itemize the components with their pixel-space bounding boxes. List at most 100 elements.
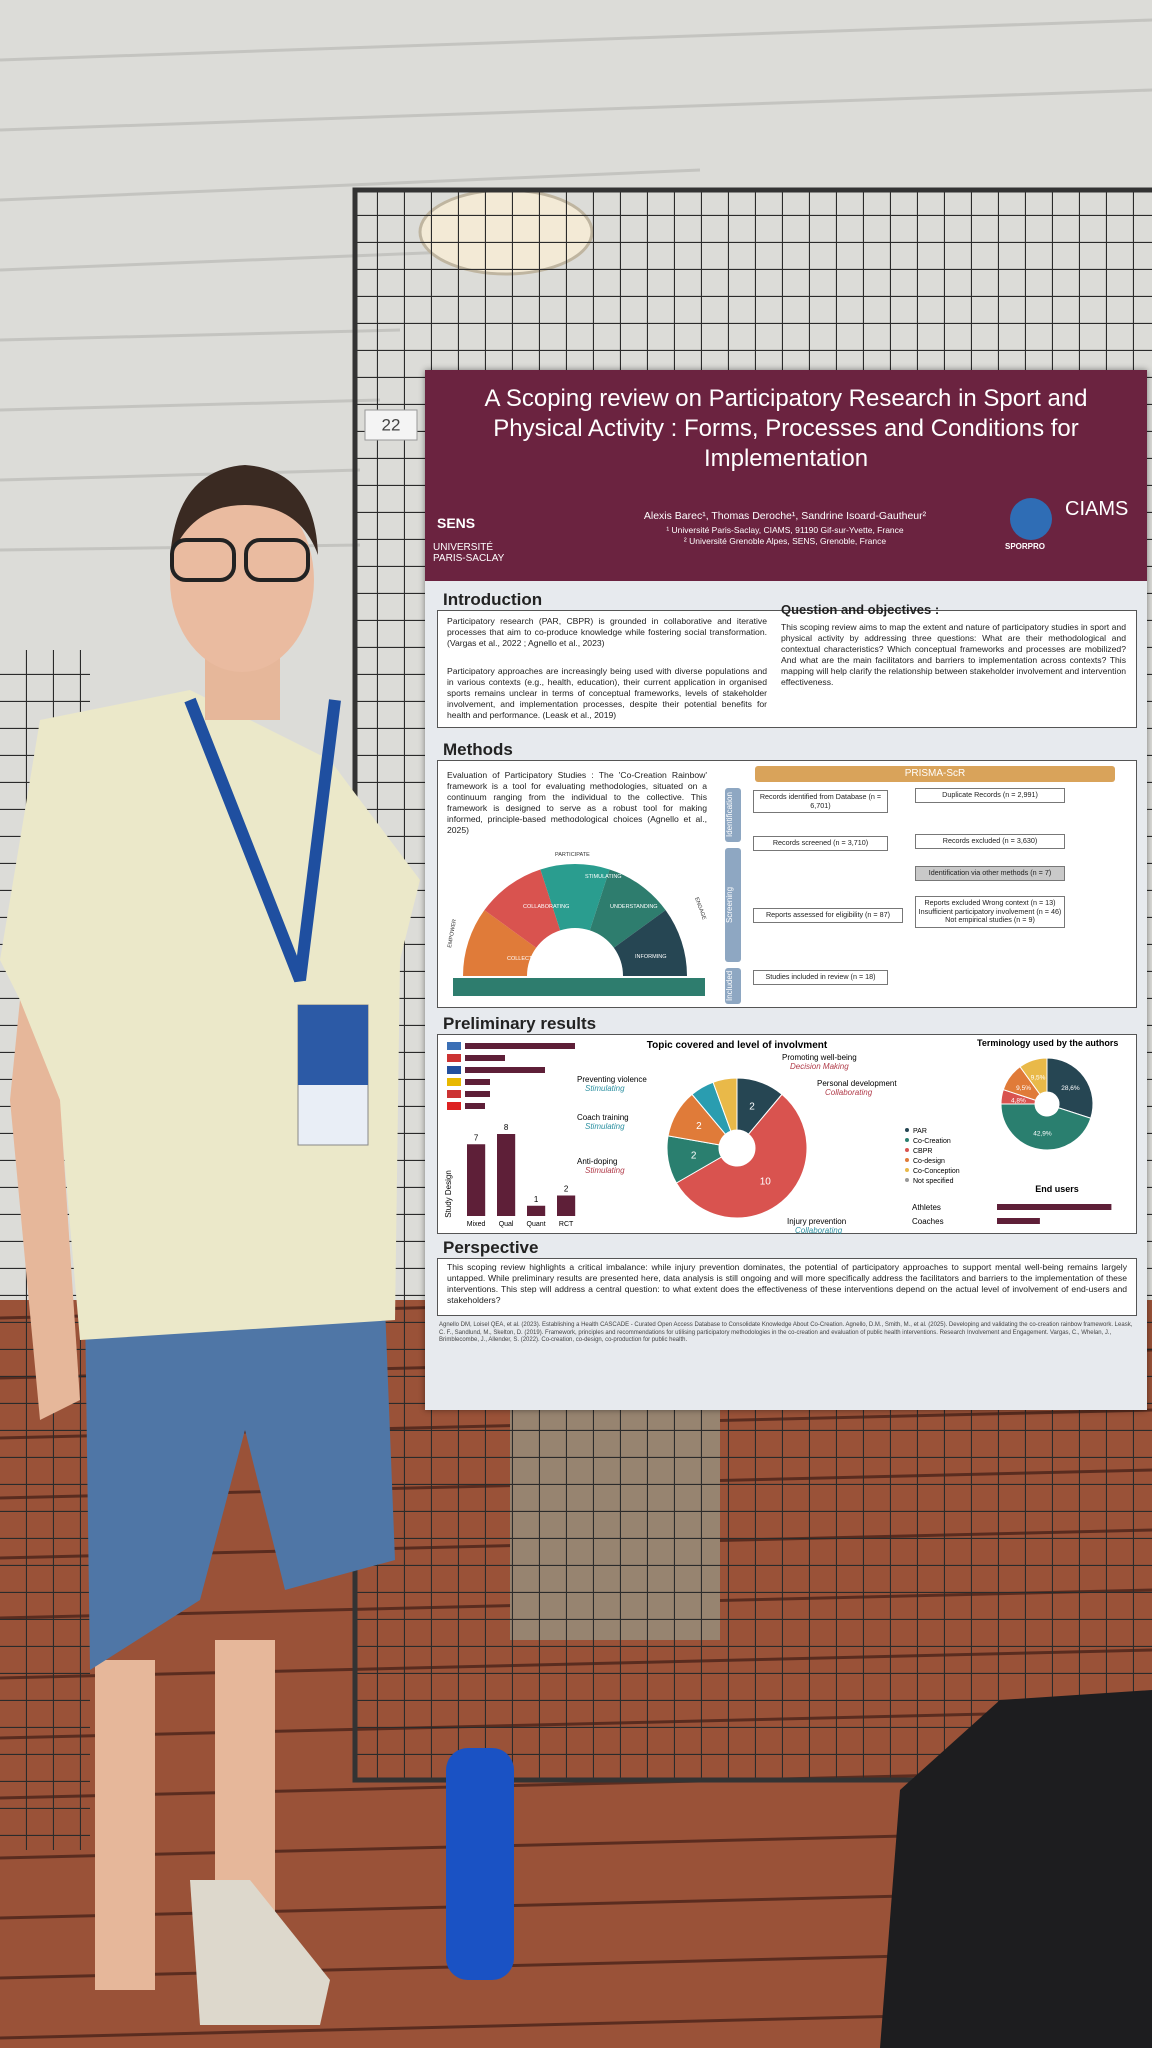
value-label: 2 — [696, 1121, 702, 1132]
topic-label: Coach training — [577, 1113, 629, 1122]
pie-slice — [1019, 1057, 1048, 1095]
logo: SPORPRO — [1005, 542, 1046, 551]
rainbow-label: ENGAGE — [693, 897, 707, 921]
leg — [95, 1660, 155, 1990]
perspective-box — [437, 1258, 1137, 1316]
lanyard — [184, 697, 341, 983]
pie-slice — [712, 1077, 738, 1132]
results-charts: Study Design 7 Mixed 8 Qual 1 Quant 2 RCT Topic c… — [444, 1038, 1118, 1234]
logo: SENS — [437, 515, 476, 531]
value-label: 9,5% — [1031, 1074, 1046, 1081]
legend-dot — [905, 1158, 909, 1162]
section-heading: Preliminary results — [443, 1014, 597, 1033]
rainbow-wedge — [613, 910, 687, 976]
legend-dot — [905, 1178, 909, 1182]
prisma-stage: Identification — [725, 788, 741, 842]
shorts — [85, 1306, 395, 1670]
x-tick-label: Mixed — [467, 1221, 486, 1228]
value-label: 7 — [474, 1133, 479, 1142]
chart-title: End users — [1035, 1184, 1079, 1194]
prisma-box: Identification via other methods (n = 7) — [915, 866, 1065, 881]
rainbow-base — [453, 978, 705, 996]
legend-label: Co-Conception — [913, 1168, 960, 1175]
intro-box — [437, 610, 1137, 728]
board-number: 22 — [382, 415, 401, 434]
affiliation: ² Université Grenoble Alpes, SENS, Greno… — [683, 536, 887, 546]
section-heading: Methods — [443, 740, 513, 759]
legend-label: PAR — [913, 1128, 927, 1135]
prisma-box: Records screened (n = 3,710) — [753, 836, 888, 851]
level-label: Stimulating — [585, 1122, 625, 1131]
co-creation-rainbow: EMPOWER COLLECTIVE DECISION-MAKING COLLABO… — [447, 852, 707, 996]
value-label: 2 — [564, 1185, 569, 1194]
legend-dot — [905, 1148, 909, 1152]
rainbow-label: EMPOWER — [447, 919, 458, 949]
paragraph: Participatory approaches are increasingl… — [447, 666, 767, 720]
x-tick-label: RCT — [559, 1221, 574, 1228]
category-label: Athletes — [912, 1203, 941, 1212]
topic-label: Promoting well-being — [782, 1053, 857, 1062]
value-label: 1 — [534, 1195, 539, 1204]
legend-dot — [905, 1138, 909, 1142]
rainbow-wedge — [540, 864, 610, 931]
x-tick-label: Quant — [527, 1221, 546, 1228]
rainbow-wedge — [463, 910, 537, 976]
bar — [997, 1218, 1040, 1224]
section-heading: Introduction — [443, 590, 543, 609]
value-label: 10 — [760, 1177, 772, 1188]
value-label: 2 — [691, 1151, 697, 1162]
logo: UNIVERSITÉ PARIS-SACLAY — [433, 542, 505, 564]
backpack — [880, 1690, 1152, 2048]
rainbow-label: COLLECTIVE DECISION-MAKING — [507, 956, 593, 962]
pie-slice — [1046, 1057, 1094, 1119]
topic-label: Personal development — [817, 1079, 897, 1088]
legend-label: Co-Creation — [913, 1138, 951, 1145]
rainbow-wedge — [589, 869, 666, 948]
rainbow-label: INFORMING — [635, 954, 666, 960]
prisma-box: Studies included in review (n = 18) — [753, 970, 888, 985]
section-heading: Question and objectives : — [781, 602, 940, 617]
rainbow-label: STIMULATING — [585, 874, 622, 880]
legend-label: CBPR — [913, 1148, 932, 1155]
shoe — [190, 1880, 330, 2025]
prisma-box: Records identified from Database (n = 6,… — [753, 790, 888, 813]
head — [170, 488, 314, 672]
rainbow-label: PARTICIPATE — [555, 852, 590, 858]
value-label: 8 — [504, 1123, 509, 1132]
legend-dot — [905, 1168, 909, 1172]
bar — [497, 1134, 516, 1216]
prisma-stage: Screening — [725, 848, 741, 962]
value-label: 9,5% — [1016, 1085, 1031, 1092]
section-heading: Perspective — [443, 1238, 539, 1257]
rainbow-label: UNDERSTANDING — [610, 904, 658, 910]
value-label: 28,6% — [1061, 1085, 1080, 1092]
paragraph: This scoping review aims to map the exte… — [781, 622, 1126, 687]
topic-label: Preventing violence — [577, 1075, 647, 1084]
rainbow-wedge — [484, 869, 561, 948]
poster-header — [425, 370, 1147, 581]
poster-title: A Scoping review on Participatory Resear… — [484, 385, 1088, 472]
level-label: Stimulating — [585, 1084, 625, 1093]
pie-slice — [1000, 1103, 1092, 1151]
hair — [170, 465, 318, 560]
bar — [467, 1144, 486, 1216]
value-label: 4,8% — [1011, 1097, 1026, 1104]
legend-label: Co-design — [913, 1158, 945, 1165]
prisma-box: Reports excluded Wrong context (n = 13) … — [915, 896, 1065, 928]
bar — [997, 1204, 1112, 1210]
pie-slice — [675, 1093, 808, 1219]
glasses — [244, 538, 310, 582]
presenter — [0, 465, 420, 2025]
level-label: Stimulating — [585, 1166, 625, 1175]
level-label: Collaborating — [795, 1226, 843, 1234]
legend-dot — [905, 1128, 909, 1132]
topic-label: Injury prevention — [787, 1217, 846, 1226]
board-number-card — [364, 409, 418, 441]
paragraph: This scoping review highlights a critica… — [447, 1262, 1127, 1305]
level-label: Collaborating — [825, 1088, 873, 1097]
value-label: 2 — [749, 1102, 755, 1113]
glasses — [170, 538, 236, 582]
chart-title: Terminology used by the authors — [977, 1038, 1118, 1048]
category-label: Coaches — [912, 1217, 944, 1226]
